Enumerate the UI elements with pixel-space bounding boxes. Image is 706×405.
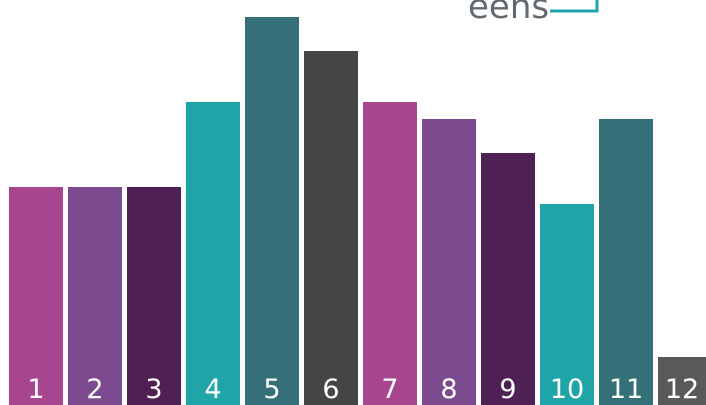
bar-6	[304, 51, 358, 405]
header-text: eens	[468, 0, 549, 27]
bars-group	[9, 17, 706, 405]
category-label-5: 5	[263, 374, 280, 405]
category-label-8: 8	[440, 374, 457, 405]
category-label-12: 12	[665, 374, 699, 405]
header-group: eens	[468, 0, 599, 27]
category-label-10: 10	[550, 374, 584, 405]
category-label-11: 11	[609, 374, 643, 405]
category-label-2: 2	[86, 374, 103, 405]
bar-1	[9, 187, 63, 405]
category-label-6: 6	[322, 374, 339, 405]
category-label-1: 1	[27, 374, 44, 405]
bar-7	[363, 102, 417, 405]
category-label-4: 4	[204, 374, 221, 405]
header-bracket-line	[550, 0, 599, 13]
bar-3	[127, 187, 181, 405]
bar-2	[68, 187, 122, 405]
bar-10	[540, 204, 594, 405]
bar-11	[599, 119, 653, 405]
bar-5	[245, 17, 299, 405]
bar-4	[186, 102, 240, 405]
category-label-9: 9	[499, 374, 516, 405]
bar-8	[422, 119, 476, 405]
bar-12	[658, 357, 706, 405]
bar-9	[481, 153, 535, 405]
category-labels-group: 1 2 3 4 5 6 7 8 9 10 11 12	[27, 374, 699, 405]
category-label-7: 7	[381, 374, 398, 405]
category-label-3: 3	[145, 374, 162, 405]
